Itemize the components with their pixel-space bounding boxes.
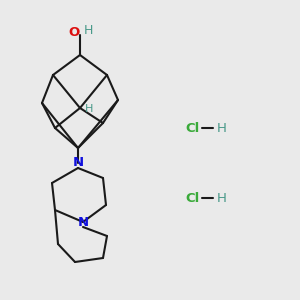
Text: H: H (217, 122, 227, 134)
Text: Cl: Cl (185, 191, 199, 205)
Text: O: O (68, 26, 80, 40)
Text: N: N (77, 215, 88, 229)
Text: Cl: Cl (185, 122, 199, 134)
Text: H: H (217, 191, 227, 205)
Text: H: H (83, 25, 93, 38)
Text: N: N (72, 157, 84, 169)
Text: H: H (85, 104, 93, 114)
